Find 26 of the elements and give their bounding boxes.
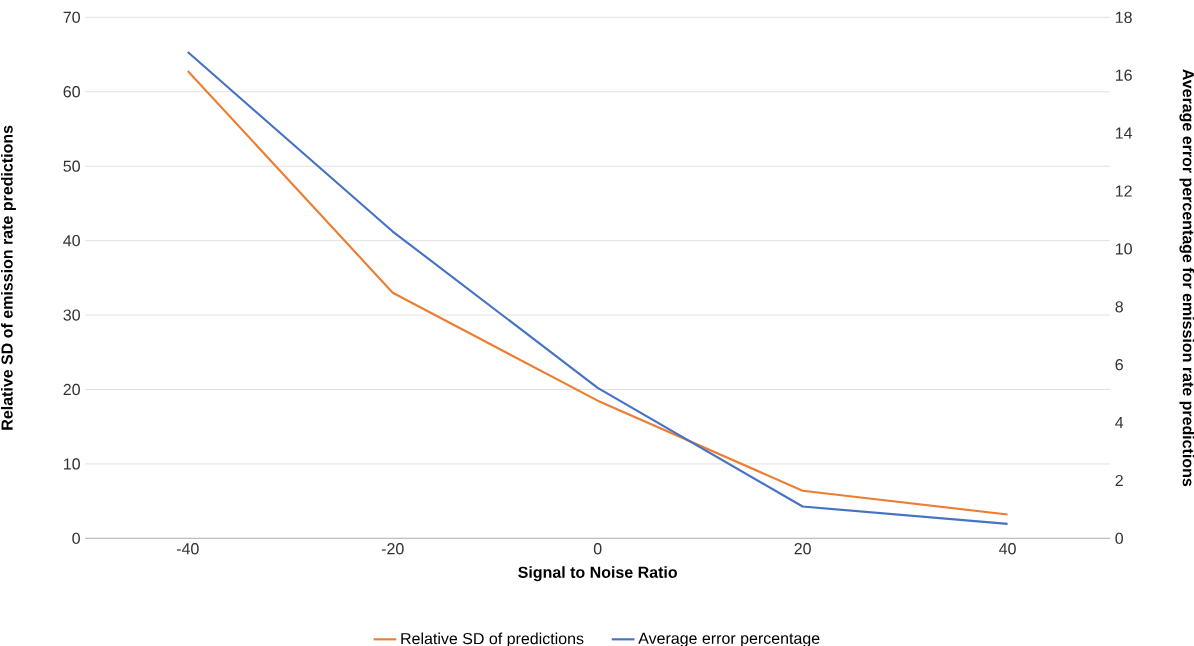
y2-tick-label: 2	[1115, 474, 1123, 486]
y-tick-label: 10	[64, 458, 80, 470]
x-tick-label: 20	[794, 542, 811, 555]
y-tick-label: 0	[72, 532, 80, 544]
y-tick-label: 30	[63, 309, 80, 321]
y2-tick-label: 14	[1115, 127, 1133, 139]
x-tick-label: -20	[381, 542, 404, 555]
y2-axis-title: Average error percentage for emission rate predictions	[1179, 69, 1194, 486]
x-tick-label: 40	[999, 542, 1016, 555]
y2-tick-label: 10	[1115, 243, 1132, 255]
y2-tick-label: 4	[1115, 416, 1124, 428]
y2-tick-label: 16	[1115, 69, 1132, 81]
y-axis-title: Relative SD of emission rate predictions	[1, 125, 16, 430]
x-tick-label: -40	[176, 542, 199, 555]
y-tick-label: 70	[63, 11, 80, 23]
y2-tick-label: 6	[1115, 358, 1123, 371]
y-tick-label: 20	[63, 383, 80, 395]
y-tick-label: 40	[63, 234, 80, 247]
x-tick-label: 0	[593, 542, 602, 555]
y2-tick-label: 12	[1115, 185, 1132, 197]
y-tick-label: 50	[63, 160, 80, 172]
y2-tick-label: 18	[1115, 11, 1132, 23]
y2-tick-label: 0	[1115, 532, 1124, 544]
x-axis-title: Signal to Noise Ratio	[518, 566, 677, 582]
y-tick-label: 60	[63, 85, 80, 98]
y2-tick-label: 8	[1115, 300, 1123, 313]
